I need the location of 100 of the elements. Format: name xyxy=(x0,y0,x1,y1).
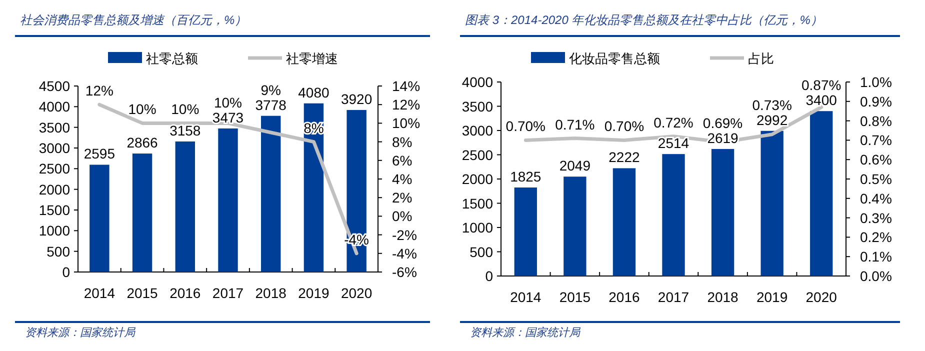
y-tick-label: 500 xyxy=(46,243,70,260)
text: 资料来源：国家统计局 xyxy=(470,326,581,339)
bar xyxy=(760,130,784,276)
y2-tick-label: 0.9% xyxy=(860,93,892,110)
y-tick-label: 0 xyxy=(62,264,70,280)
bar xyxy=(564,176,586,276)
y2-tick-label: 0% xyxy=(392,208,412,224)
bar xyxy=(218,128,238,272)
x-tick-label: 2016 xyxy=(170,285,201,301)
y-tick-label: 4500 xyxy=(38,78,70,94)
y2-tick-label: -4% xyxy=(392,245,417,262)
bar xyxy=(711,148,734,276)
data-label: 2992 xyxy=(756,112,788,128)
data-label: 0.70% xyxy=(604,118,644,134)
data-label: 3400 xyxy=(806,92,838,108)
data-label: 0.71% xyxy=(555,116,595,132)
bar xyxy=(810,111,833,276)
data-label: 2595 xyxy=(84,146,116,162)
y-tick-label: 500 xyxy=(470,244,494,260)
x-tick-label: 2017 xyxy=(658,289,690,305)
legend-label: 化妆品零售总额 xyxy=(569,51,660,66)
data-label: 0.73% xyxy=(752,96,792,113)
x-tick-label: 2015 xyxy=(126,285,158,301)
y-tick-label: 3000 xyxy=(462,122,494,138)
data-label: 3158 xyxy=(170,122,201,138)
data-label: 1825 xyxy=(510,168,542,184)
y2-tick-label: 0.8% xyxy=(860,112,892,129)
x-tick-label: 2019 xyxy=(298,285,330,301)
chart-title: 图表 3：2014-2020 年化妆品零售总额及在社零中占比（亿元，%） xyxy=(465,13,822,27)
data-label: 10% xyxy=(171,101,200,118)
data-label: 2619 xyxy=(707,130,739,146)
bar xyxy=(90,164,110,272)
legend-label: 社零总额 xyxy=(146,51,198,66)
y2-tick-label: 14% xyxy=(392,78,420,94)
y-tick-label: 2500 xyxy=(462,146,494,163)
y-tick-label: 1000 xyxy=(38,222,70,239)
y-tick-label: 4000 xyxy=(38,98,70,115)
data-label: 2866 xyxy=(126,134,158,151)
y-tick-label: 2500 xyxy=(38,160,70,177)
y2-tick-label: 1.0% xyxy=(860,74,892,90)
data-label: 9% xyxy=(260,82,281,98)
x-tick-label: 2014 xyxy=(510,289,542,305)
y2-tick-label: 12% xyxy=(392,96,420,113)
legend-label: 占比 xyxy=(748,51,774,66)
data-label: 4080 xyxy=(298,84,330,100)
data-label: 0.87% xyxy=(802,77,842,94)
x-tick-label: 2019 xyxy=(756,289,788,305)
y2-tick-label: 0.4% xyxy=(860,190,892,206)
y-tick-label: 0 xyxy=(485,268,494,284)
data-label: 10% xyxy=(214,94,242,110)
y-tick-label: 3000 xyxy=(38,140,70,156)
y-tick-label: 2000 xyxy=(38,181,70,198)
x-tick-label: 2018 xyxy=(255,285,287,301)
y2-tick-label: 6% xyxy=(392,152,412,168)
data-label: 2514 xyxy=(658,135,690,152)
y2-tick-label: 0.3% xyxy=(860,210,892,226)
x-tick-label: 2015 xyxy=(559,289,591,305)
y2-tick-label: 0.1% xyxy=(860,248,892,265)
bar xyxy=(514,187,537,276)
y2-tick-label: 0.7% xyxy=(860,132,892,148)
x-tick-label: 2018 xyxy=(707,289,739,305)
data-label: 3920 xyxy=(340,90,372,107)
bar xyxy=(346,110,366,272)
y2-tick-label: 0.0% xyxy=(860,268,892,284)
data-label: 3473 xyxy=(212,109,244,126)
data-label: 8% xyxy=(304,120,324,136)
y-tick-label: 3500 xyxy=(462,98,494,114)
y-tick-label: 1000 xyxy=(462,220,494,236)
text: 资料来源：国家统计局 xyxy=(25,326,136,339)
data-label: 0.69% xyxy=(702,114,743,131)
bar xyxy=(175,141,195,272)
y-tick-label: 3500 xyxy=(38,119,70,136)
x-tick-label: 2014 xyxy=(84,285,116,301)
y-tick-label: 1500 xyxy=(462,195,494,212)
x-tick-label: 2020 xyxy=(340,285,372,301)
data-label: 0.70% xyxy=(506,118,546,134)
y2-tick-label: 0.2% xyxy=(860,229,892,246)
chart-title: 社会消费品零售总额及增速（百亿元，%） xyxy=(20,13,247,27)
legend-label: 社零增速 xyxy=(286,51,338,66)
data-label: 3778 xyxy=(255,96,287,113)
y-tick-label: 2000 xyxy=(462,171,494,187)
data-label: 10% xyxy=(128,101,156,118)
x-tick-label: 2017 xyxy=(212,285,244,301)
x-tick-label: 2020 xyxy=(806,289,838,305)
data-label: 2049 xyxy=(559,158,591,174)
bar xyxy=(261,116,281,272)
y2-tick-label: 8% xyxy=(392,134,412,150)
y2-tick-label: 0.5% xyxy=(860,171,892,187)
bar xyxy=(662,154,685,276)
bar xyxy=(132,154,152,272)
y2-tick-label: -6% xyxy=(392,264,417,280)
y2-tick-label: 4% xyxy=(392,171,412,187)
y2-tick-label: -2% xyxy=(392,226,417,243)
data-label: 0.72% xyxy=(654,114,694,130)
y-tick-label: 4000 xyxy=(462,74,494,90)
data-label: 12% xyxy=(85,82,114,99)
y-tick-label: 1500 xyxy=(38,202,70,218)
y2-tick-label: 10% xyxy=(392,115,420,132)
bar xyxy=(612,168,636,276)
data-label: 2222 xyxy=(608,149,640,166)
